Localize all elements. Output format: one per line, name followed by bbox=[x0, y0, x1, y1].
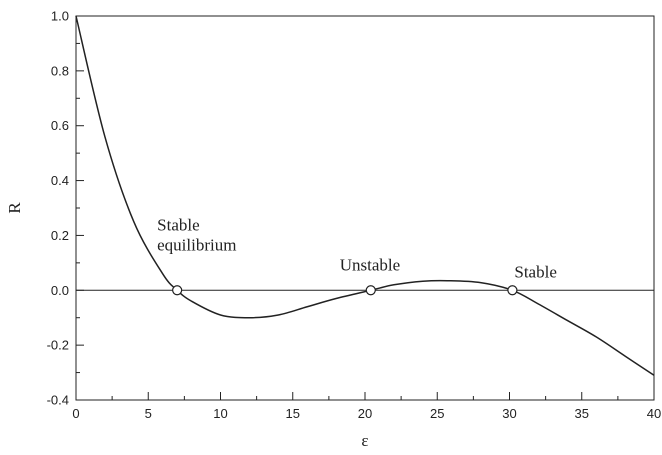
y-tick-label: 0.4 bbox=[51, 173, 69, 188]
tick-labels: 0 5 10 15 20 25 30 35 40 -0.4 -0.2 0.0 0.2 0.4 0.6 0.8 1… bbox=[47, 9, 662, 422]
equilibrium-marker bbox=[365, 285, 376, 296]
equilibrium-annotation: Stable equilibrium bbox=[157, 215, 236, 254]
x-tick-label: 20 bbox=[358, 406, 372, 421]
y-tick-label: 0.6 bbox=[51, 118, 69, 133]
plot-frame bbox=[75, 15, 655, 401]
x-tick-label: 10 bbox=[213, 406, 227, 421]
x-axis-label: ε bbox=[361, 431, 368, 450]
y-tick-label: 1.0 bbox=[51, 9, 69, 24]
equilibrium-marker bbox=[507, 285, 518, 296]
axis-ticks bbox=[75, 15, 655, 401]
x-tick-label: 35 bbox=[575, 406, 589, 421]
x-tick-label: 5 bbox=[145, 406, 152, 421]
annotation-line: equilibrium bbox=[157, 235, 236, 254]
series-line bbox=[75, 15, 655, 376]
y-tick-label: -0.4 bbox=[47, 393, 69, 408]
y-tick-label: 0.0 bbox=[51, 283, 69, 298]
y-tick-label: 0.8 bbox=[51, 63, 69, 78]
x-tick-label: 15 bbox=[286, 406, 300, 421]
y-axis-label: R bbox=[5, 202, 24, 214]
equilibrium-annotation: Unstable bbox=[340, 255, 400, 274]
x-tick-label: 0 bbox=[72, 406, 79, 421]
x-tick-label: 25 bbox=[430, 406, 444, 421]
annotation-line: Stable bbox=[514, 262, 557, 281]
y-tick-label: 0.2 bbox=[51, 228, 69, 243]
equilibrium-marker bbox=[172, 285, 183, 296]
annotation-line: Stable bbox=[157, 215, 200, 234]
equilibrium-markers bbox=[172, 285, 518, 296]
annotation-line: Unstable bbox=[340, 255, 400, 274]
equilibrium-annotation: Stable bbox=[514, 262, 557, 281]
x-tick-label: 30 bbox=[502, 406, 516, 421]
x-tick-label: 40 bbox=[647, 406, 661, 421]
y-tick-label: -0.2 bbox=[47, 338, 69, 353]
